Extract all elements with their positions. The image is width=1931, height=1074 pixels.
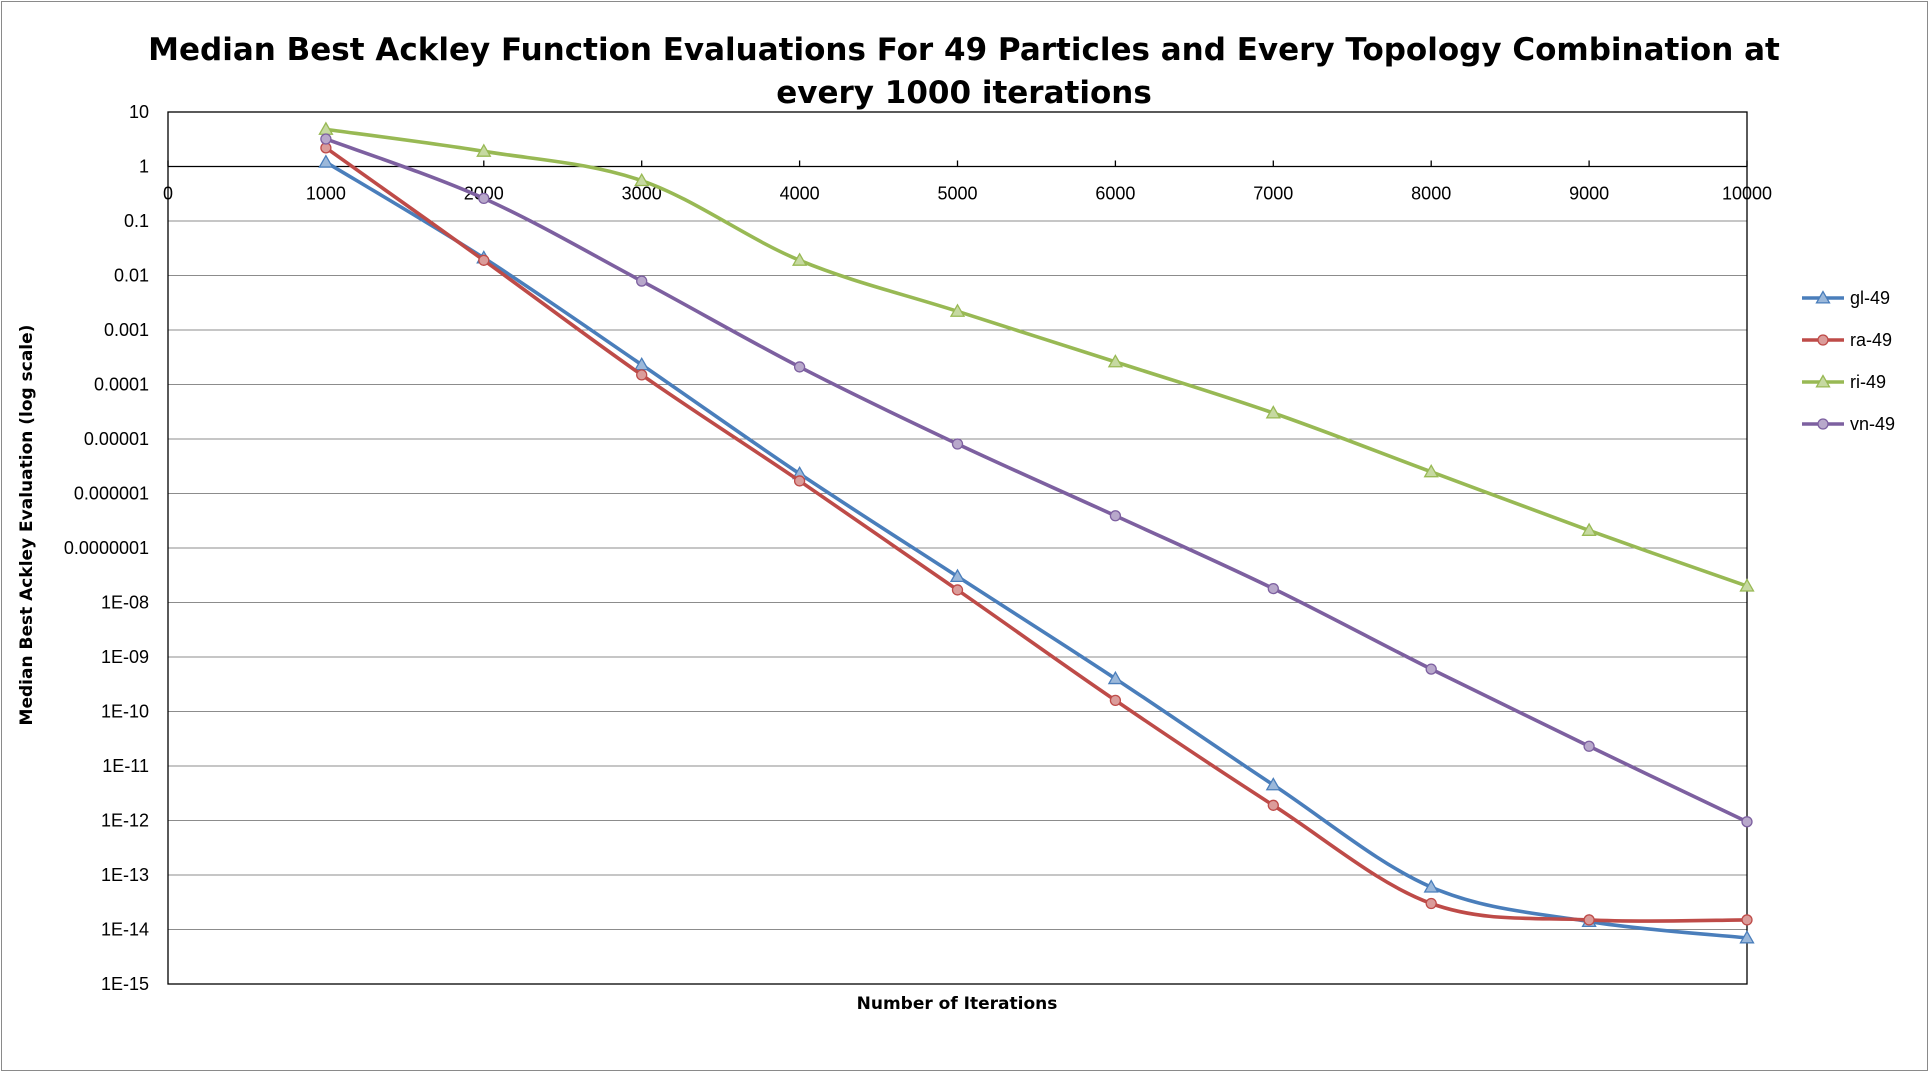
data-point-ri-49 xyxy=(949,303,966,317)
data-point-gl-49 xyxy=(1107,670,1124,685)
chart-title-line-2: every 1000 iterations xyxy=(776,75,1152,111)
legend-label-gl-49: gl-49 xyxy=(1850,288,1890,308)
y-tick-label: 0.1 xyxy=(124,211,149,231)
data-point-ri-49 xyxy=(634,172,650,187)
data-point-vn-49 xyxy=(1741,816,1753,828)
data-point-vn-49 xyxy=(951,438,964,450)
data-point-gl-49 xyxy=(318,154,334,168)
x-tick-label: 5000 xyxy=(937,184,977,204)
series-line-gl-49 xyxy=(324,160,1749,940)
y-tick-label: 0.000001 xyxy=(74,484,149,504)
data-point-ri-49 xyxy=(1423,464,1439,478)
series-lines xyxy=(318,121,1755,944)
data-point-vn-49 xyxy=(320,133,332,145)
data-point-ri-49 xyxy=(1739,578,1755,592)
y-tick-label: 1E-09 xyxy=(101,647,149,667)
x-tick-label: 10000 xyxy=(1722,184,1772,204)
data-point-ra-49 xyxy=(1109,694,1122,707)
data-point-ra-49 xyxy=(1425,897,1437,910)
x-tick-label: 0 xyxy=(163,184,173,204)
y-tick-label: 10 xyxy=(129,102,149,122)
chart-title-line-1: Median Best Ackley Function Evaluations … xyxy=(148,32,1780,68)
data-point-ra-49 xyxy=(1741,914,1753,926)
series-line-ra-49 xyxy=(324,146,1749,923)
legend-marker-ri-49 xyxy=(1815,374,1831,388)
legend-marker-vn-49 xyxy=(1817,418,1829,430)
data-point-vn-49 xyxy=(1267,582,1279,595)
legend-entry-ri-49: ri-49 xyxy=(1802,372,1886,392)
data-point-gl-49 xyxy=(1739,930,1755,944)
data-point-ri-49 xyxy=(1107,354,1124,368)
legend-entry-gl-49: gl-49 xyxy=(1802,288,1890,308)
data-point-ra-49 xyxy=(478,254,490,266)
data-point-ra-49 xyxy=(951,584,964,596)
series-ri-49 xyxy=(318,121,1755,592)
legend-entry-vn-49: vn-49 xyxy=(1802,414,1895,434)
y-tick-label: 1E-12 xyxy=(101,811,149,831)
x-tick-label: 6000 xyxy=(1095,184,1135,204)
legend-marker-ra-49 xyxy=(1817,334,1829,346)
series-line-ri-49 xyxy=(324,127,1749,588)
y-tick-label: 1E-14 xyxy=(101,920,149,940)
y-tick-label: 1E-08 xyxy=(101,593,149,613)
legend-marker-gl-49 xyxy=(1815,290,1831,304)
data-point-gl-49 xyxy=(1265,777,1281,791)
x-tick-labels: 0100020003000400050006000700080009000100… xyxy=(163,160,1772,204)
legend-label-ri-49: ri-49 xyxy=(1850,372,1886,392)
data-point-ri-49 xyxy=(476,143,492,157)
legend-entry-ra-49: ra-49 xyxy=(1802,330,1892,350)
series-ra-49 xyxy=(320,142,1753,926)
data-point-ra-49 xyxy=(636,369,648,381)
x-tick-label: 8000 xyxy=(1411,184,1451,204)
y-tick-label: 1E-11 xyxy=(102,756,149,776)
data-point-vn-49 xyxy=(478,192,490,205)
y-tick-label: 1E-15 xyxy=(101,974,149,994)
x-tick-label: 3000 xyxy=(622,184,662,204)
legend-label-ra-49: ra-49 xyxy=(1850,330,1892,350)
y-tick-label: 1E-10 xyxy=(101,702,149,722)
data-point-gl-49 xyxy=(949,568,966,583)
x-tick-label: 9000 xyxy=(1569,184,1609,204)
series-gl-49 xyxy=(318,154,1755,944)
series-vn-49 xyxy=(320,133,1753,828)
x-tick-label: 4000 xyxy=(780,184,820,204)
data-point-ra-49 xyxy=(793,475,806,487)
data-point-ri-49 xyxy=(1581,522,1597,536)
data-point-ri-49 xyxy=(1265,405,1281,419)
y-tick-label: 0.001 xyxy=(104,320,149,340)
data-point-ra-49 xyxy=(1267,799,1279,811)
plot-area xyxy=(167,111,1748,985)
x-tick-label: 1000 xyxy=(306,184,346,204)
x-tick-label: 7000 xyxy=(1253,184,1293,204)
y-axis-label: Median Best Ackley Evaluation (log scale… xyxy=(17,325,37,726)
gridlines xyxy=(168,165,1747,931)
data-point-gl-49 xyxy=(1423,879,1439,893)
y-tick-label: 1 xyxy=(139,157,149,177)
y-tick-label: 0.0000001 xyxy=(64,538,149,558)
y-tick-label: 0.0001 xyxy=(94,375,149,395)
data-point-ri-49 xyxy=(791,252,808,266)
data-point-ra-49 xyxy=(1583,914,1595,926)
data-point-vn-49 xyxy=(793,361,806,373)
data-point-vn-49 xyxy=(1583,740,1595,752)
y-tick-label: 1E-13 xyxy=(101,865,149,885)
legend-label-vn-49: vn-49 xyxy=(1850,414,1895,434)
x-axis-label: Number of Iterations xyxy=(857,994,1058,1014)
series-line-vn-49 xyxy=(324,137,1749,824)
data-point-vn-49 xyxy=(1109,510,1122,522)
y-tick-label: 0.01 xyxy=(114,266,149,286)
data-point-vn-49 xyxy=(636,275,648,287)
legend: gl-49 ra-49 ri-49 vn-49 xyxy=(1802,288,1895,434)
data-point-vn-49 xyxy=(1425,663,1437,675)
y-tick-label: 0.00001 xyxy=(84,429,149,449)
y-tick-labels: 10 1 0.1 0.01 0.001 0.0001 0.00001 0.000001 0.00… xyxy=(64,102,149,994)
